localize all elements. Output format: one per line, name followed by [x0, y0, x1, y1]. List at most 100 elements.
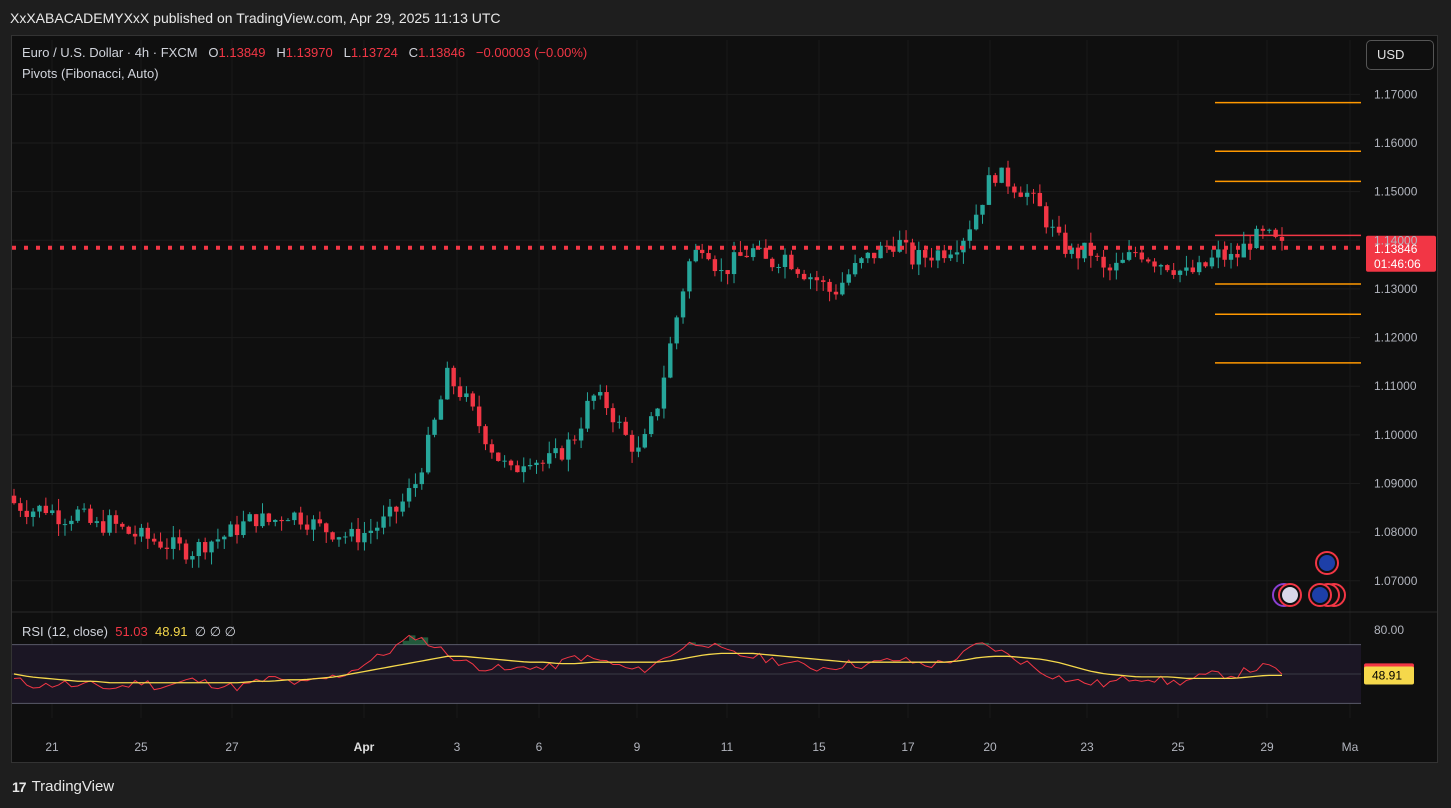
rsi-label[interactable]: RSI (12, close) [22, 624, 108, 639]
candle-body [158, 541, 163, 548]
candle-body [801, 273, 807, 280]
candle-body [967, 229, 972, 241]
high-label: H [276, 45, 286, 60]
candle-body [731, 252, 737, 275]
candle-body [1152, 261, 1157, 267]
candle-body [636, 447, 641, 452]
candle-body [1139, 252, 1145, 260]
change-value: −0.00003 (−0.00%) [475, 45, 588, 60]
candle-body [566, 439, 571, 460]
rsi-ma-value-label: 48.91 [1372, 669, 1402, 683]
candle-body [1165, 265, 1170, 271]
candle-body [343, 536, 348, 538]
candle-body [655, 408, 660, 417]
candle-body [553, 448, 558, 454]
candle-body [234, 524, 240, 536]
candle-body [591, 395, 597, 401]
last-price-label: 1.13846 [1374, 242, 1418, 256]
candle-body [215, 539, 221, 542]
candle-body [56, 510, 61, 525]
candle-body [368, 530, 374, 533]
close-value: 1.13846 [418, 45, 466, 60]
candle-body [273, 519, 278, 522]
candle-body [432, 419, 437, 435]
candle-body [986, 175, 992, 205]
candle-body [1273, 229, 1278, 237]
currency-button[interactable]: USD [1366, 40, 1434, 70]
candle-body [151, 538, 157, 542]
candle-body [1267, 229, 1272, 231]
candle-body [190, 556, 195, 560]
candle-body [464, 393, 469, 398]
candle-body [1069, 247, 1074, 254]
candle-body [164, 547, 170, 549]
candle-body [1203, 262, 1208, 267]
rsi-ma-value: 48.91 [155, 624, 188, 639]
candle-body [929, 257, 934, 261]
candle-body [451, 367, 456, 387]
candle-body [476, 406, 482, 427]
candle-body [935, 250, 941, 261]
candle-body [750, 248, 756, 258]
candle-body [814, 277, 820, 281]
candle-body [349, 528, 354, 537]
candle-body [668, 343, 673, 378]
candle-body [177, 537, 182, 544]
candle-body [317, 519, 323, 524]
candle-body [50, 510, 55, 514]
open-value: 1.13849 [218, 45, 266, 60]
candle-body [183, 543, 189, 560]
candle-body [973, 214, 979, 230]
candle-body [642, 434, 648, 448]
candle-body [572, 439, 577, 441]
candle-body [139, 527, 144, 537]
candle-body [891, 246, 896, 252]
candle-body [980, 204, 985, 215]
candle-body [253, 514, 259, 527]
candle-body [521, 466, 526, 473]
candle-body [1190, 267, 1195, 273]
candle-body [94, 521, 100, 523]
time-tick-label: 15 [812, 740, 826, 754]
candle-body [69, 520, 74, 525]
symbol-label[interactable]: Euro / U.S. Dollar · 4h · FXCM [22, 45, 198, 60]
candle-body [101, 521, 106, 533]
candle-body [687, 261, 692, 292]
price-tick-label: 1.12000 [1374, 331, 1418, 345]
candle-body [578, 428, 584, 441]
candle-body [413, 484, 418, 489]
candle-body [438, 399, 444, 420]
candle-body [617, 421, 622, 423]
candle-body [394, 506, 399, 512]
candle-body [374, 527, 380, 531]
candle-body [897, 239, 902, 252]
candle-body [789, 254, 794, 270]
candle-body [661, 377, 667, 409]
candle-body [680, 291, 686, 318]
tradingview-logo-icon[interactable]: 17 [12, 778, 27, 795]
candle-body [910, 242, 915, 265]
main-legend: Euro / U.S. Dollar · 4h · FXCM O1.13849 … [22, 45, 587, 60]
candle-body [171, 537, 176, 549]
time-tick-label: 20 [983, 740, 997, 754]
candle-body [279, 519, 284, 522]
candle-body [1107, 267, 1113, 271]
brand-name[interactable]: TradingView [31, 778, 115, 795]
candle-body [241, 521, 246, 536]
indicator-legend[interactable]: Pivots (Fibonacci, Auto) [22, 66, 159, 81]
chart-frame[interactable] [11, 35, 1438, 763]
candle-body [1254, 228, 1259, 249]
time-tick-label: 23 [1080, 740, 1094, 754]
last-price-box [1366, 235, 1436, 272]
low-value: 1.13724 [350, 45, 398, 60]
candle-body [808, 277, 813, 280]
time-tick-label: 29 [1260, 740, 1274, 754]
candle-body [725, 270, 730, 275]
candle-body [1158, 265, 1164, 267]
candle-body [107, 515, 112, 533]
time-tick-label: 11 [721, 740, 734, 754]
candle-body [763, 247, 769, 259]
candle-body [75, 509, 80, 521]
candle-body [496, 452, 501, 461]
